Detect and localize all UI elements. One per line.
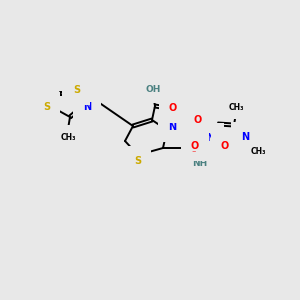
- Text: S: S: [44, 102, 51, 112]
- Text: N: N: [72, 84, 80, 94]
- Text: O: O: [194, 115, 202, 125]
- Text: N: N: [220, 150, 228, 160]
- Text: +: +: [212, 131, 218, 137]
- Text: N: N: [241, 132, 249, 142]
- Text: N: N: [206, 133, 214, 143]
- Text: N: N: [168, 122, 176, 132]
- Text: O: O: [169, 103, 177, 113]
- Text: O: O: [191, 141, 199, 151]
- Text: S: S: [134, 156, 142, 166]
- Text: O: O: [236, 141, 244, 151]
- Text: S: S: [74, 85, 81, 95]
- Text: CH₃: CH₃: [60, 133, 76, 142]
- Text: CH₃: CH₃: [228, 103, 244, 112]
- Text: ⁻: ⁻: [192, 148, 196, 158]
- Text: CH₃: CH₃: [250, 148, 266, 157]
- Text: OH: OH: [145, 85, 161, 94]
- Text: NH: NH: [192, 160, 208, 169]
- Text: O: O: [221, 141, 229, 151]
- Text: N: N: [83, 102, 91, 112]
